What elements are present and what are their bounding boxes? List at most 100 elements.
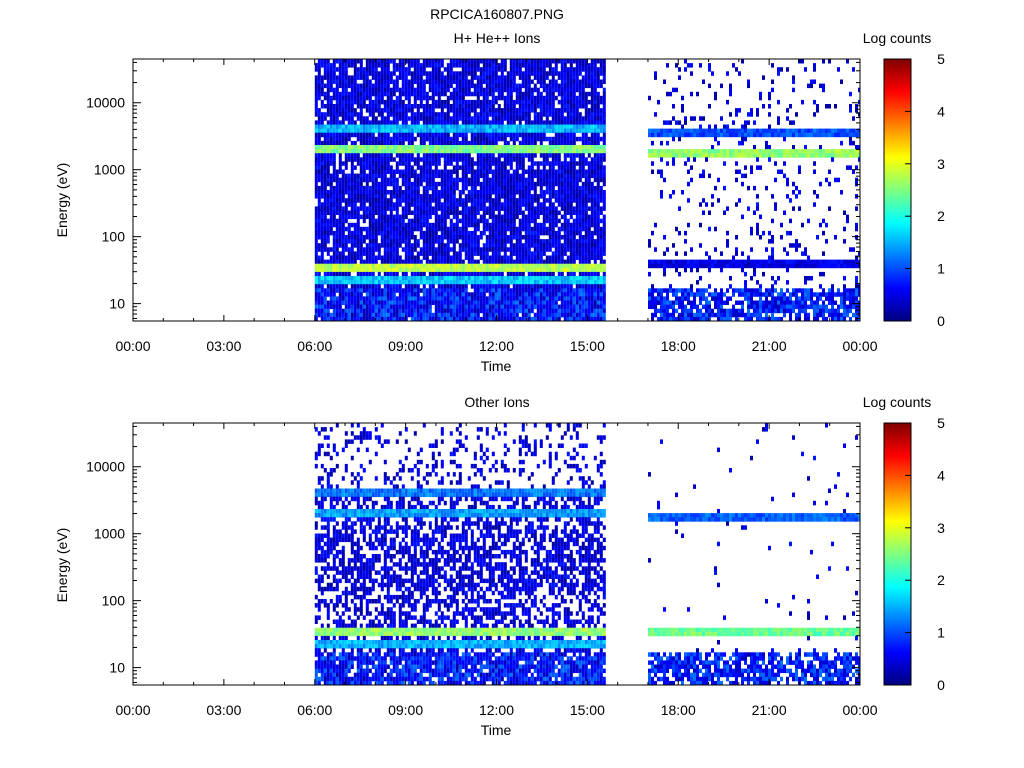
heatmap-cell xyxy=(545,75,549,80)
heatmap-cell xyxy=(536,63,540,68)
heatmap-cell xyxy=(518,108,522,113)
heatmap-cell xyxy=(485,222,489,228)
heatmap-cell xyxy=(569,91,573,97)
heatmap-cell xyxy=(419,276,423,281)
heatmap-cell xyxy=(515,157,519,162)
heatmap-cell xyxy=(488,63,492,68)
heatmap-cell xyxy=(368,316,372,321)
heatmap-cell xyxy=(491,210,495,215)
heatmap-cell xyxy=(350,308,354,314)
heatmap-cell xyxy=(494,194,498,199)
heatmap-cell xyxy=(557,112,561,117)
heatmap-cell xyxy=(455,71,459,76)
heatmap-cell xyxy=(365,235,369,240)
heatmap-cell xyxy=(410,132,414,138)
heatmap-cell xyxy=(500,136,504,142)
heatmap-cell xyxy=(350,263,354,269)
heatmap-cell xyxy=(395,112,399,117)
heatmap-cell xyxy=(350,194,354,199)
heatmap-cell xyxy=(320,230,324,236)
heatmap-cell xyxy=(323,124,327,129)
heatmap-cell xyxy=(338,181,342,187)
heatmap-cell xyxy=(344,280,348,285)
heatmap-cell xyxy=(554,288,558,293)
heatmap-cell xyxy=(539,185,543,191)
heatmap-cell xyxy=(470,300,474,305)
heatmap-cell xyxy=(314,91,318,97)
heatmap-cell xyxy=(536,206,540,211)
heatmap-cell xyxy=(371,226,375,232)
heatmap-cell xyxy=(320,145,324,150)
heatmap-cell xyxy=(344,206,348,211)
heatmap-cell xyxy=(512,145,516,150)
heatmap-cell xyxy=(365,243,369,248)
heatmap-cell xyxy=(461,124,465,129)
heatmap-cell xyxy=(392,173,396,179)
heatmap-cell xyxy=(569,83,573,89)
heatmap-cell xyxy=(338,63,342,68)
heatmap-cell xyxy=(443,67,447,72)
heatmap-cell xyxy=(416,202,420,207)
heatmap-cell xyxy=(497,181,501,187)
heatmap-cell xyxy=(410,128,414,134)
heatmap-cell xyxy=(431,230,435,236)
heatmap-cell xyxy=(410,276,414,281)
heatmap-cell xyxy=(332,67,336,72)
heatmap-cell xyxy=(362,276,366,281)
heatmap-cell xyxy=(443,185,447,191)
heatmap-cell xyxy=(548,276,552,281)
heatmap-cell xyxy=(416,71,420,76)
heatmap-cell xyxy=(551,79,555,84)
heatmap-cell xyxy=(326,194,330,199)
heatmap-cell xyxy=(335,79,339,84)
heatmap-cell xyxy=(410,300,414,305)
heatmap-cell xyxy=(332,276,336,281)
heatmap-cell xyxy=(386,308,390,314)
heatmap-cell xyxy=(395,304,399,310)
heatmap-cell xyxy=(464,136,468,142)
heatmap-cell xyxy=(320,263,324,269)
heatmap-cell xyxy=(425,300,429,305)
heatmap-cell xyxy=(500,95,504,101)
heatmap-cell xyxy=(497,165,501,170)
heatmap-cell xyxy=(548,202,552,207)
heatmap-cell xyxy=(509,263,513,269)
heatmap-cell xyxy=(521,296,525,301)
heatmap-cell xyxy=(368,128,372,134)
heatmap-cell xyxy=(506,280,510,285)
heatmap-cell xyxy=(527,271,531,277)
heatmap-cell xyxy=(392,230,396,236)
heatmap-cell xyxy=(407,157,411,162)
heatmap-cell xyxy=(317,267,321,273)
heatmap-cell xyxy=(485,108,489,113)
heatmap-cell xyxy=(398,173,402,179)
heatmap-cell xyxy=(398,259,402,265)
heatmap-cell xyxy=(524,169,528,174)
heatmap-cell xyxy=(431,173,435,179)
heatmap-cell xyxy=(389,71,393,76)
heatmap-cell xyxy=(341,206,345,211)
heatmap-cell xyxy=(572,116,576,121)
heatmap-cell xyxy=(434,116,438,121)
heatmap-cell xyxy=(524,99,528,105)
heatmap-cell xyxy=(557,312,561,318)
heatmap-cell xyxy=(386,198,390,203)
heatmap-cell xyxy=(365,104,369,109)
heatmap-cell xyxy=(374,91,378,97)
heatmap-cell xyxy=(323,308,327,314)
heatmap-cell xyxy=(338,271,342,277)
heatmap-cell xyxy=(554,296,558,301)
heatmap-cell xyxy=(422,271,426,277)
heatmap-cell xyxy=(389,214,393,220)
heatmap-cell xyxy=(554,149,558,154)
heatmap-cell xyxy=(488,210,492,215)
heatmap-cell xyxy=(530,95,534,101)
heatmap-cell xyxy=(395,206,399,211)
heatmap-cell xyxy=(320,120,324,125)
heatmap-cell xyxy=(539,243,543,248)
heatmap-cell xyxy=(371,59,375,64)
heatmap-cell xyxy=(545,116,549,121)
heatmap-cell xyxy=(377,280,381,285)
heatmap-cell xyxy=(548,239,552,244)
heatmap-cell xyxy=(425,120,429,125)
